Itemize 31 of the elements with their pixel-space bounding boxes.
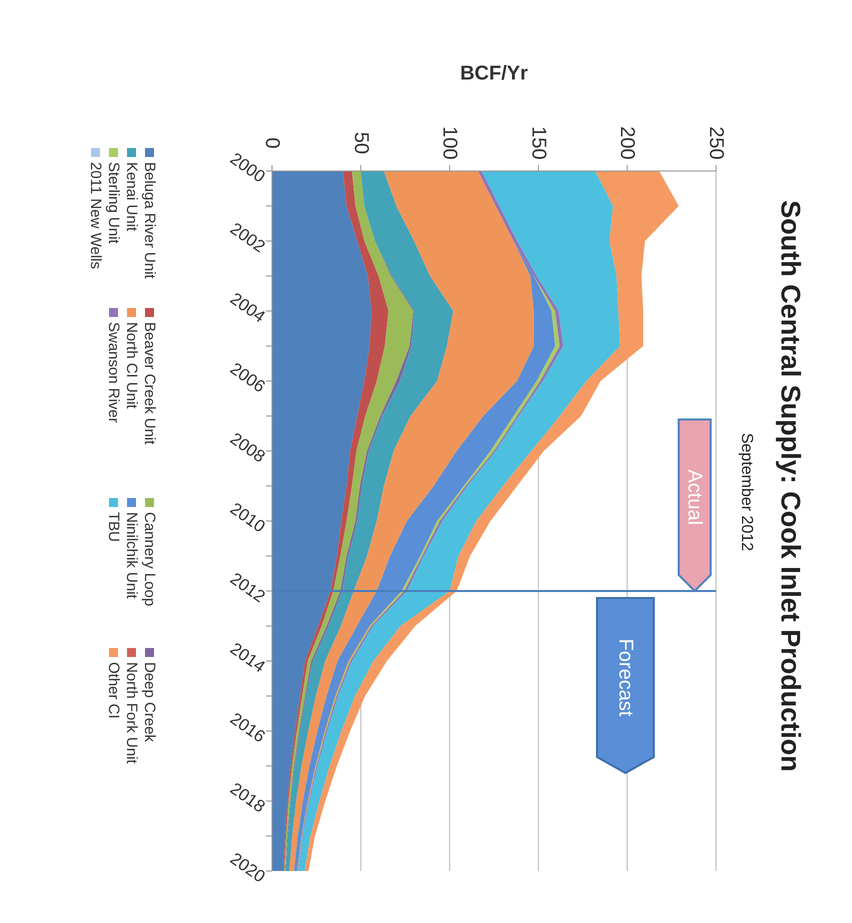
legend-label: Deep Creek [141, 662, 158, 742]
x-tick-label: 250 [705, 126, 727, 160]
y-tick-label: 2000 [226, 149, 269, 186]
y-tick-label: 2008 [226, 429, 269, 466]
legend-label: Beaver Creek Unit [141, 322, 158, 445]
legend-label: Swanson River [105, 322, 122, 423]
x-tick-label: 0 [261, 137, 283, 149]
y-tick-label: 2018 [226, 779, 269, 816]
x-tick-label: 150 [527, 126, 550, 160]
legend-label: TBU [105, 512, 122, 542]
text: South Central Supply: Cook Inlet Production [774, 200, 806, 772]
y-tick-label: 2020 [226, 849, 269, 886]
y-tick-label: 2016 [226, 709, 269, 746]
legend-label: North CI Unit [123, 322, 140, 409]
x-tick-label: 50 [350, 132, 372, 154]
y-tick-label: 2006 [226, 359, 269, 396]
annotation: Forecast [614, 638, 636, 717]
text: September 2012 [737, 432, 755, 552]
x-tick-label: 200 [616, 126, 638, 160]
legend-label: North Fork Unit [123, 662, 140, 764]
legend-label: Sterling Unit [105, 162, 122, 244]
annotation: Actual [684, 469, 706, 526]
legend-label: Other CI [105, 662, 122, 719]
x-axis-title: BCF/Yr [460, 62, 528, 86]
legend-label: 2011 New Wells [87, 162, 104, 269]
legend-label: Ninilchik Unit [123, 512, 140, 599]
legend-label: Cannery Loop [141, 512, 158, 606]
legend-label: Beluga River Unit [141, 162, 158, 279]
y-tick-label: 2010 [226, 499, 269, 536]
x-tick-label: 100 [438, 126, 461, 160]
legend-label: Kenai Unit [123, 162, 140, 232]
